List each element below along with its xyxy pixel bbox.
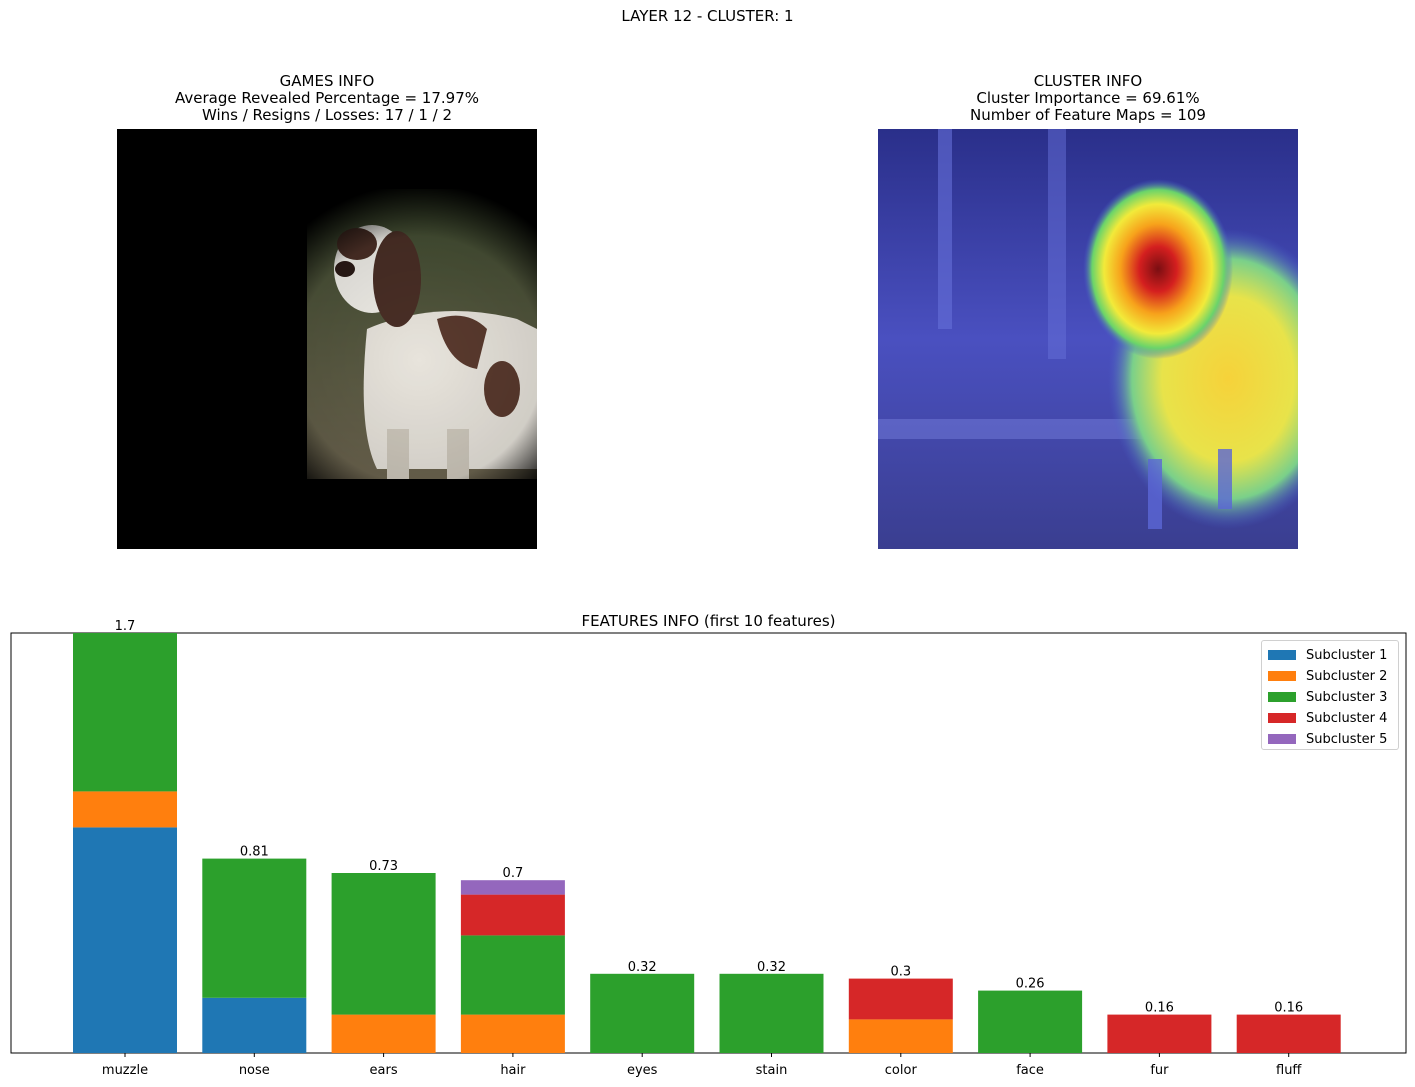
legend-swatch-1 — [1268, 650, 1296, 660]
bar-muzzle-subcluster-2 — [73, 791, 177, 828]
x-tick-label: face — [1016, 1063, 1044, 1078]
bar-total-label: 0.26 — [1016, 977, 1045, 992]
bar-total-label: 0.3 — [890, 965, 911, 980]
chart-legend: Subcluster 1 Subcluster 2 Subcluster 3 S… — [1261, 640, 1399, 750]
x-tick-label: eyes — [627, 1063, 658, 1078]
bar-nose-subcluster-3 — [202, 858, 307, 998]
x-tick-label: stain — [756, 1063, 788, 1078]
games-info-heading: GAMES INFO — [279, 72, 375, 90]
x-tick-label: muzzle — [102, 1063, 148, 1078]
legend-swatch-4 — [1268, 713, 1296, 723]
games-info-title: GAMES INFO Average Revealed Percentage =… — [117, 73, 537, 124]
bar-fluff-subcluster-4 — [1236, 1014, 1341, 1053]
bar-total-label: 0.7 — [503, 866, 524, 881]
legend-item-subcluster-3: Subcluster 3 — [1268, 689, 1387, 705]
average-revealed-percentage: Average Revealed Percentage = 17.97% — [174, 89, 479, 107]
legend-swatch-3 — [1268, 692, 1296, 702]
legend-item-subcluster-5: Subcluster 5 — [1268, 731, 1387, 747]
cluster-importance: Cluster Importance = 69.61% — [976, 89, 1200, 107]
bar-hair-subcluster-3 — [460, 935, 565, 1015]
x-tick-label: hair — [500, 1063, 526, 1078]
bar-muzzle-subcluster-1 — [73, 827, 177, 1053]
revealed-dog-image — [117, 129, 537, 549]
figure-suptitle: LAYER 12 - CLUSTER: 1 — [621, 7, 794, 25]
bar-nose-subcluster-1 — [202, 997, 307, 1053]
x-tick-label: nose — [239, 1063, 270, 1078]
plot-frame — [10, 632, 1407, 1054]
bar-total-label: 0.16 — [1145, 1001, 1174, 1016]
x-tick-label: fur — [1150, 1063, 1169, 1078]
x-tick-label: ears — [370, 1063, 398, 1078]
number-of-feature-maps: Number of Feature Maps = 109 — [970, 106, 1206, 124]
bar-total-label: 1.7 — [115, 619, 136, 634]
cluster-heatmap-image — [878, 129, 1298, 549]
legend-item-subcluster-2: Subcluster 2 — [1268, 668, 1387, 684]
bar-face-subcluster-3 — [978, 990, 1083, 1053]
legend-swatch-2 — [1268, 671, 1296, 681]
bar-hair-subcluster-4 — [460, 894, 565, 936]
legend-item-subcluster-1: Subcluster 1 — [1268, 647, 1387, 663]
bar-total-labels: 1.7 0.81 0.73 0.7 0.32 0.32 0.3 0.26 0.16 0.16 — [115, 619, 1304, 1016]
legend-label-4: Subcluster 4 — [1306, 710, 1388, 726]
bar-ears-subcluster-2 — [331, 1014, 436, 1053]
features-chart-title: FEATURES INFO (first 10 features) — [581, 612, 836, 630]
cluster-info-heading: CLUSTER INFO — [1033, 72, 1143, 90]
bar-muzzle-subcluster-3 — [73, 633, 177, 792]
bar-total-label: 0.73 — [369, 859, 398, 874]
bar-fur-subcluster-4 — [1107, 1014, 1212, 1053]
bar-hair-subcluster-2 — [460, 1014, 565, 1053]
wins-resigns-losses: Wins / Resigns / Losses: 17 / 1 / 2 — [201, 106, 453, 124]
legend-label-5: Subcluster 5 — [1306, 731, 1388, 747]
x-tick-label: color — [885, 1063, 918, 1078]
x-axis-ticks: muzzle nose ears hair eyes stain color face fur f… — [102, 1053, 1302, 1078]
bar-total-label: 0.32 — [628, 960, 657, 975]
bar-ears-subcluster-3 — [331, 873, 436, 1015]
legend-label-2: Subcluster 2 — [1306, 668, 1388, 684]
bar-color-subcluster-4 — [848, 978, 953, 1020]
cluster-info-title: CLUSTER INFO Cluster Importance = 69.61%… — [878, 73, 1298, 124]
bar-color-subcluster-2 — [848, 1019, 953, 1053]
bars-layer — [73, 633, 1341, 1053]
legend-swatch-5 — [1268, 734, 1296, 744]
bar-total-label: 0.32 — [757, 960, 786, 975]
bar-eyes-subcluster-3 — [590, 973, 695, 1053]
x-tick-label: fluff — [1276, 1063, 1302, 1078]
bar-total-label: 0.81 — [240, 845, 269, 860]
bar-hair-subcluster-5 — [460, 880, 565, 895]
legend-label-1: Subcluster 1 — [1306, 647, 1388, 663]
bar-stain-subcluster-3 — [719, 973, 824, 1053]
bar-total-label: 0.16 — [1274, 1001, 1303, 1016]
legend-item-subcluster-4: Subcluster 4 — [1268, 710, 1387, 726]
legend-label-3: Subcluster 3 — [1306, 689, 1388, 705]
